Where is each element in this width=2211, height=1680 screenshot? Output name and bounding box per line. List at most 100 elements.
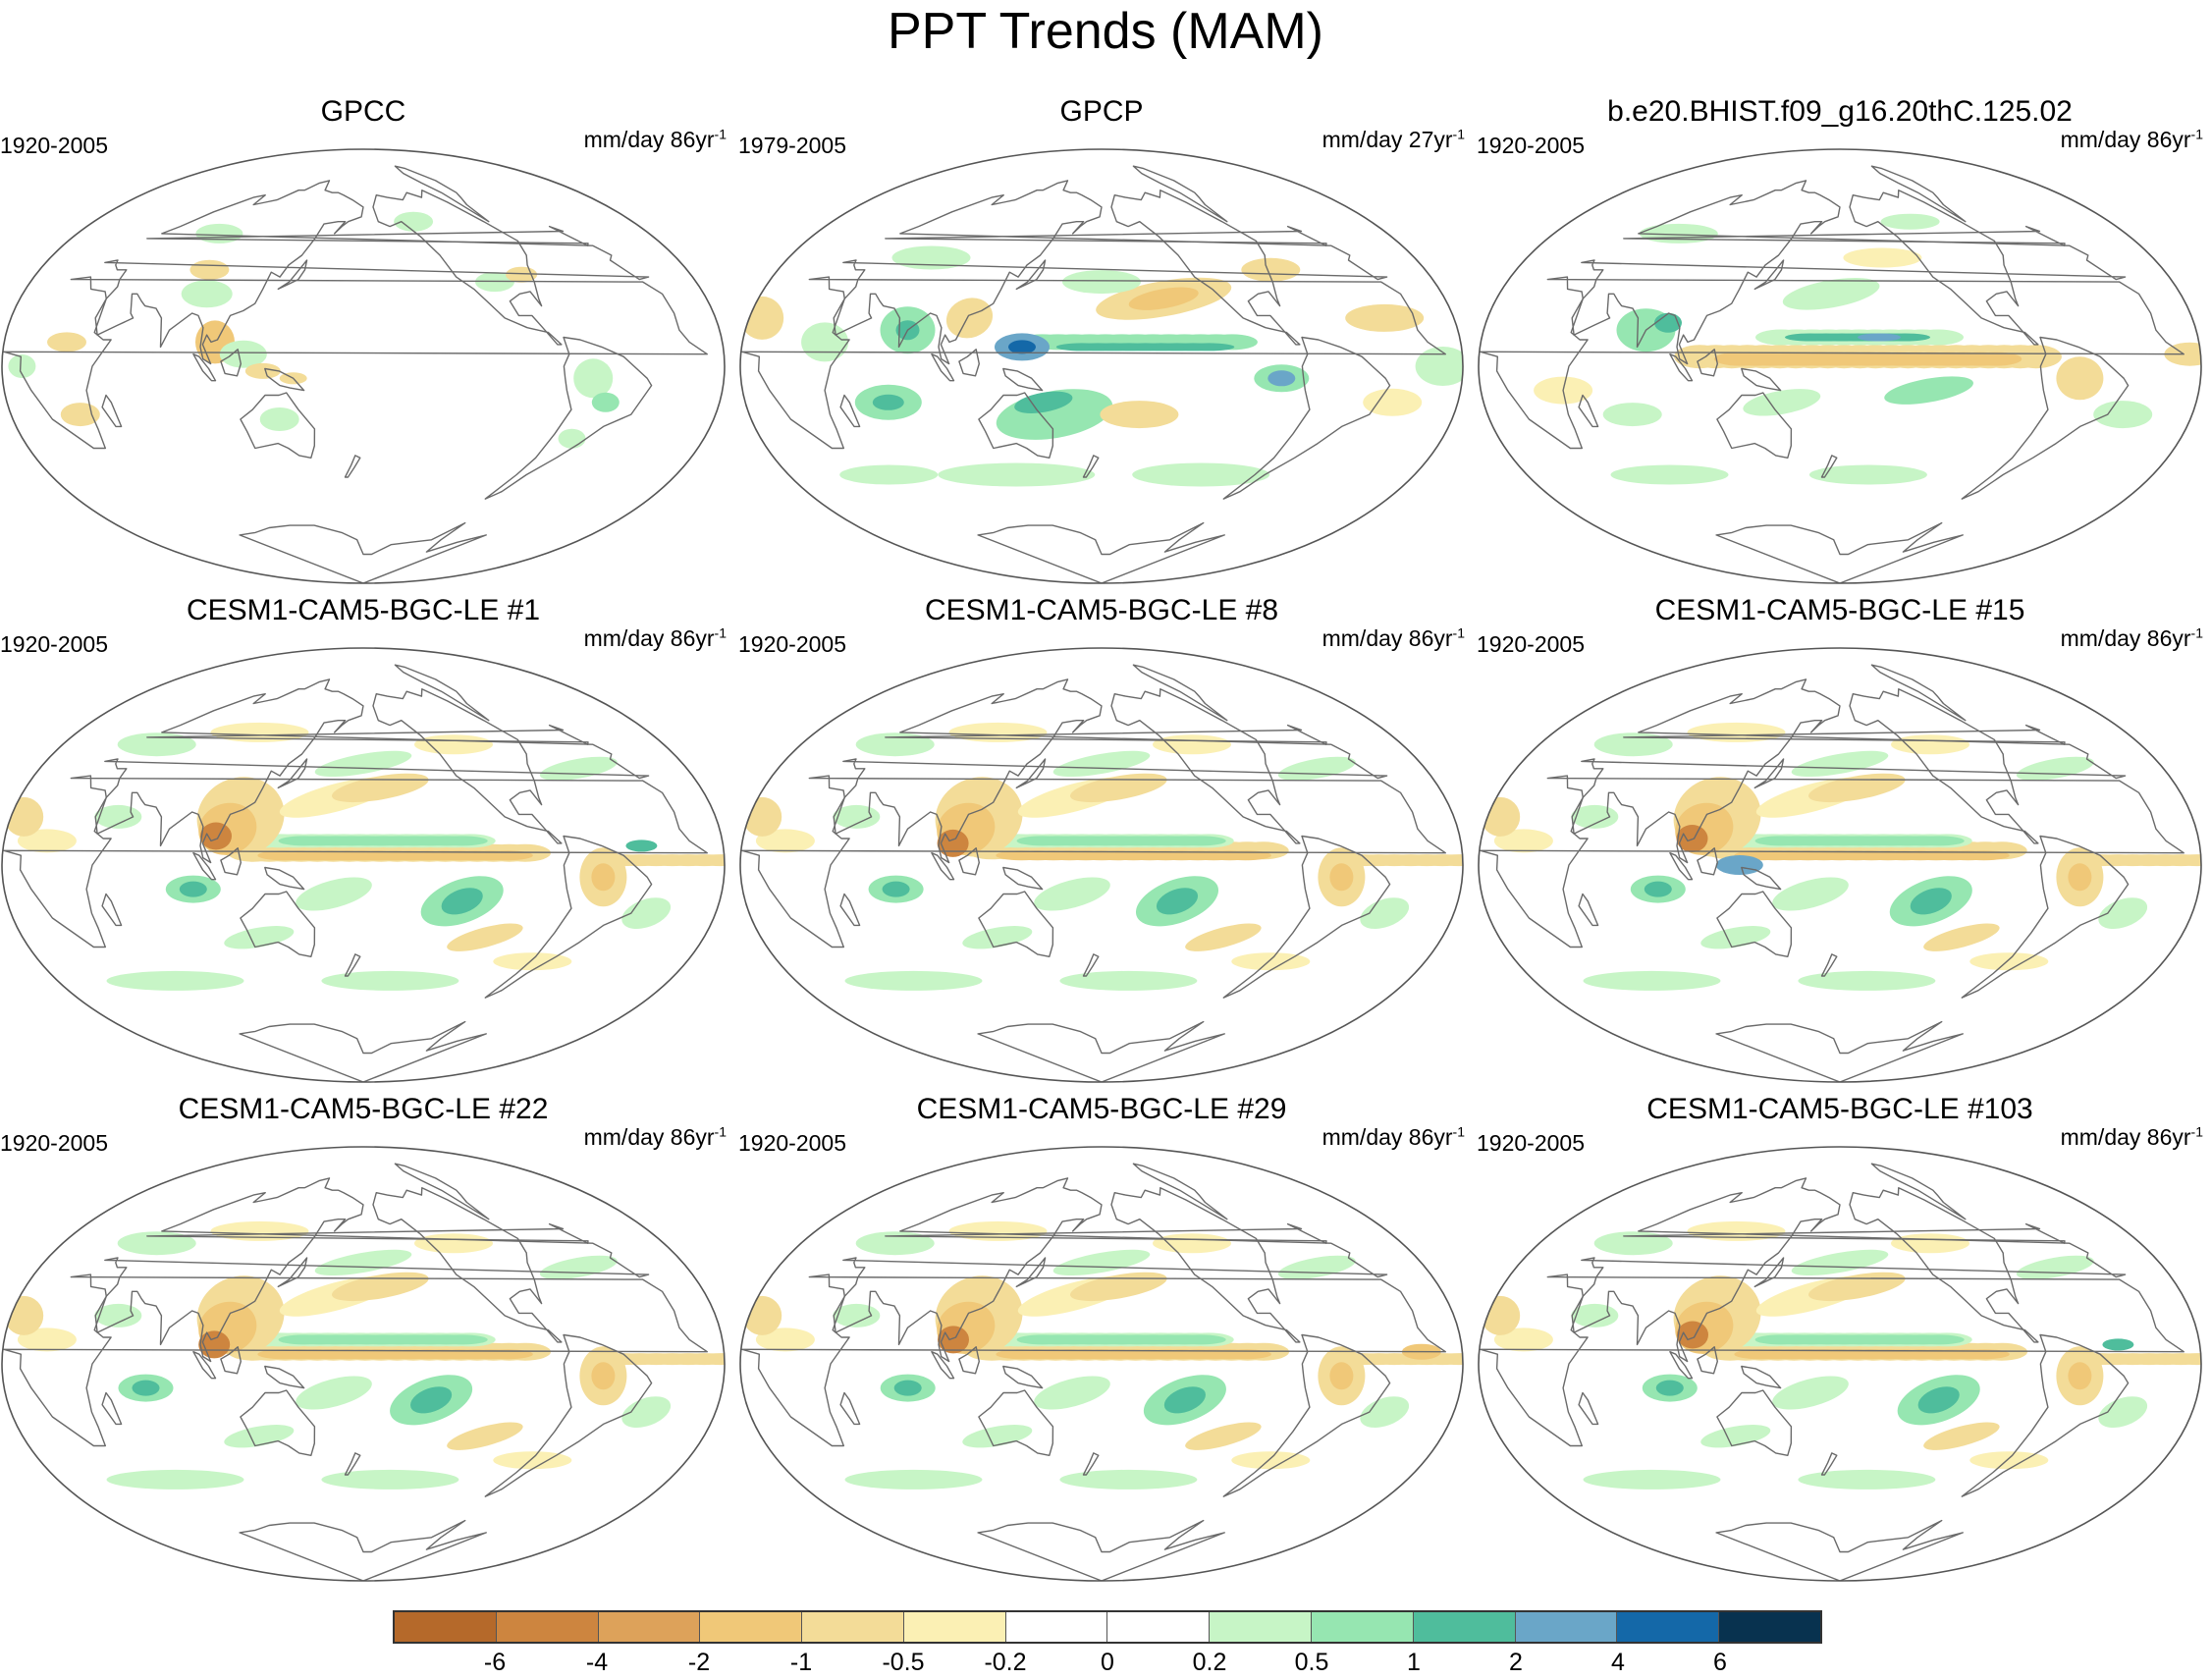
trend-contour	[591, 863, 616, 892]
indonesia-sumatra-outline	[931, 353, 955, 382]
trend-contour	[1185, 1422, 1262, 1450]
colorbar-swatch	[1005, 1612, 1108, 1642]
japan-outline	[1753, 259, 1785, 291]
trend-contour	[200, 822, 232, 850]
trend-contour	[1432, 1353, 1463, 1366]
britain-outline	[885, 225, 1327, 246]
japan-outline	[1753, 1257, 1785, 1288]
japan-outline	[1753, 758, 1785, 789]
indonesia-borneo-outline	[1697, 349, 1718, 377]
trend-contour	[839, 464, 939, 485]
trend-contour	[1583, 1469, 1721, 1490]
panel-units: mm/day 86yr-1	[1322, 624, 1465, 652]
map-panel: CESM1-CAM5-BGC-LE #15 1920-2005 mm/day 8…	[1477, 593, 2203, 1084]
trend-contour	[844, 1469, 983, 1490]
trend-contour	[436, 1334, 488, 1345]
trend-contour	[1363, 388, 1423, 416]
south-america-outline	[1961, 835, 2130, 999]
trend-contour	[94, 804, 142, 829]
trend-contour	[893, 1380, 922, 1396]
colorbar-tick-label: -6	[483, 1649, 507, 1676]
colorbar-swatch	[1312, 1612, 1414, 1642]
australia-outline	[978, 891, 1054, 957]
trend-contour	[833, 1303, 881, 1328]
panel-title: GPCP	[1059, 95, 1144, 128]
africa-outline	[1480, 1274, 2184, 1447]
indonesia-borneo-outline	[958, 1346, 980, 1375]
trend-contour	[1481, 1295, 1521, 1335]
trend-contour	[506, 266, 538, 283]
trend-contour	[1360, 1396, 1410, 1428]
south-america-outline	[1222, 835, 1391, 999]
colorbar-tick-label: 4	[1611, 1649, 1625, 1676]
map-panel: CESM1-CAM5-BGC-LE #22 1920-2005 mm/day 8…	[0, 1092, 727, 1583]
eurasia-outline	[1571, 180, 2127, 365]
coastlines	[1480, 1163, 2184, 1581]
indonesia-sumatra-outline	[192, 353, 217, 382]
trend-contour	[47, 332, 86, 352]
world-map	[739, 148, 1464, 584]
greenland-outline	[1132, 165, 1228, 223]
trend-contour	[4, 796, 44, 837]
map-border	[1478, 1146, 2202, 1582]
trend-contour	[493, 952, 572, 971]
trend-contour	[1791, 750, 1889, 778]
trend-contour	[296, 1376, 372, 1410]
indonesia-borneo-outline	[1697, 1346, 1718, 1375]
eurasia-outline	[94, 678, 650, 864]
trend-contour	[1052, 1249, 1151, 1276]
trend-contour	[1415, 347, 1463, 386]
greenland-outline	[394, 664, 490, 722]
panel-title: CESM1-CAM5-BGC-LE #29	[916, 1093, 1287, 1125]
north-america-outline	[1849, 1187, 2039, 1343]
trend-contour	[2098, 1396, 2148, 1428]
north-america-outline	[1110, 190, 1301, 346]
map-background	[2, 149, 725, 583]
trend-contour	[740, 296, 784, 340]
trend-contour	[189, 259, 230, 280]
coastlines	[3, 1163, 708, 1581]
trend-contour	[1360, 897, 1410, 929]
trend-contour	[1153, 1233, 1231, 1254]
trend-contour	[591, 1362, 616, 1390]
africa-outline	[741, 1274, 1446, 1447]
trend-contour	[694, 1353, 725, 1366]
trend-contour	[573, 358, 614, 399]
trend-field	[1534, 213, 2201, 485]
panel-units-exponent: -1	[1452, 1123, 1465, 1140]
indonesia-sumatra-outline	[1669, 852, 1694, 881]
trend-contour	[855, 1231, 935, 1256]
britain-outline	[146, 1222, 589, 1244]
map-panel: GPCP 1979-2005 mm/day 27yr-1	[738, 94, 1465, 585]
britain-outline	[146, 724, 589, 745]
new-guinea-outline	[1741, 367, 1782, 392]
australia-outline	[1716, 1389, 1793, 1456]
trend-contour	[1059, 1469, 1198, 1490]
greenland-outline	[1132, 664, 1228, 722]
map-border	[739, 1146, 1464, 1582]
trend-contour	[1185, 923, 1262, 951]
trend-contour	[1910, 888, 1952, 915]
trend-contour	[2010, 345, 2062, 369]
south-america-outline	[1961, 336, 2130, 500]
indonesia-borneo-outline	[220, 847, 242, 876]
trend-contour	[1858, 333, 1901, 342]
trend-contour	[1655, 1380, 1684, 1396]
colorbar-swatch	[802, 1612, 904, 1642]
trend-contour	[493, 1451, 572, 1470]
trend-contour	[2068, 863, 2092, 892]
trend-contour	[447, 1422, 523, 1450]
trend-contour	[1052, 750, 1151, 778]
trend-contour	[1277, 1255, 1356, 1279]
panel-units-exponent: -1	[1452, 126, 1465, 142]
world-map	[739, 1146, 1464, 1582]
panel-units-text: mm/day 86yr	[2060, 127, 2191, 152]
trend-contour	[558, 428, 586, 449]
panel-units-text: mm/day 86yr	[1321, 1124, 1453, 1150]
panel-units: mm/day 86yr-1	[1322, 1123, 1465, 1151]
trend-contour	[244, 362, 281, 379]
trend-contour	[625, 840, 658, 852]
trend-contour	[394, 211, 434, 232]
trend-contour	[1677, 1321, 1708, 1349]
trend-contour	[1432, 854, 1463, 867]
